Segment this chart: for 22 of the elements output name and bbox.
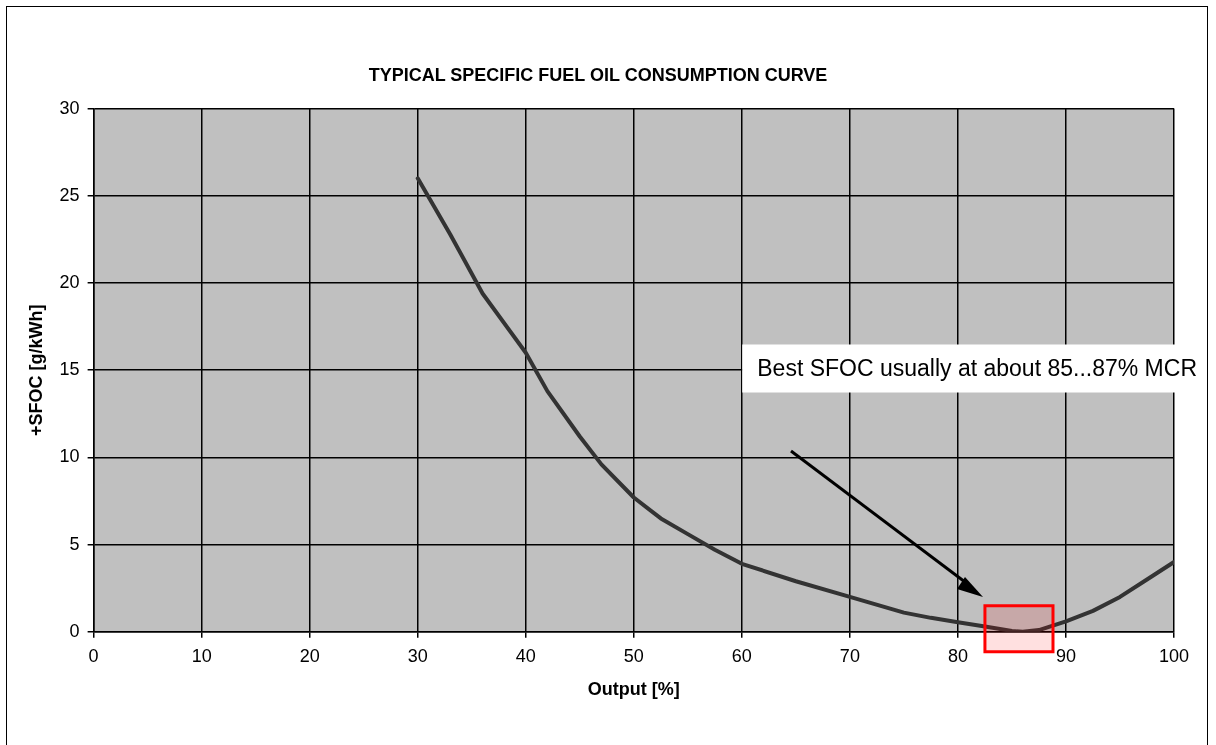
chart-title: TYPICAL SPECIFIC FUEL OIL CONSUMPTION CURVE <box>368 64 828 85</box>
x-tick-label: 40 <box>515 645 536 666</box>
x-tick-label: 60 <box>731 645 752 666</box>
y-tick-label: 0 <box>69 620 80 641</box>
y-tick-label: 5 <box>69 533 80 554</box>
y-tick-label: 25 <box>59 184 80 205</box>
x-tick-label: 80 <box>947 645 968 666</box>
y-tick-label: 20 <box>59 271 80 292</box>
x-tick-label: 0 <box>88 645 99 666</box>
x-tick-label: 30 <box>407 645 428 666</box>
x-tick-label: 90 <box>1055 645 1076 666</box>
annotation: Best SFOC usually at about 85...87% MCR <box>757 354 1198 381</box>
x-tick-label: 100 <box>1158 645 1190 666</box>
y-axis-title: +SFOC [g/kWh] <box>25 304 46 436</box>
x-tick-label: 10 <box>191 645 212 666</box>
x-tick-label: 20 <box>299 645 320 666</box>
y-tick-label: 30 <box>59 97 80 118</box>
x-tick-label: 70 <box>839 645 860 666</box>
y-tick-label: 15 <box>59 359 80 380</box>
y-tick-label: 10 <box>59 446 80 467</box>
x-tick-label: 50 <box>623 645 644 666</box>
x-axis-title: Output [%] <box>587 679 680 700</box>
